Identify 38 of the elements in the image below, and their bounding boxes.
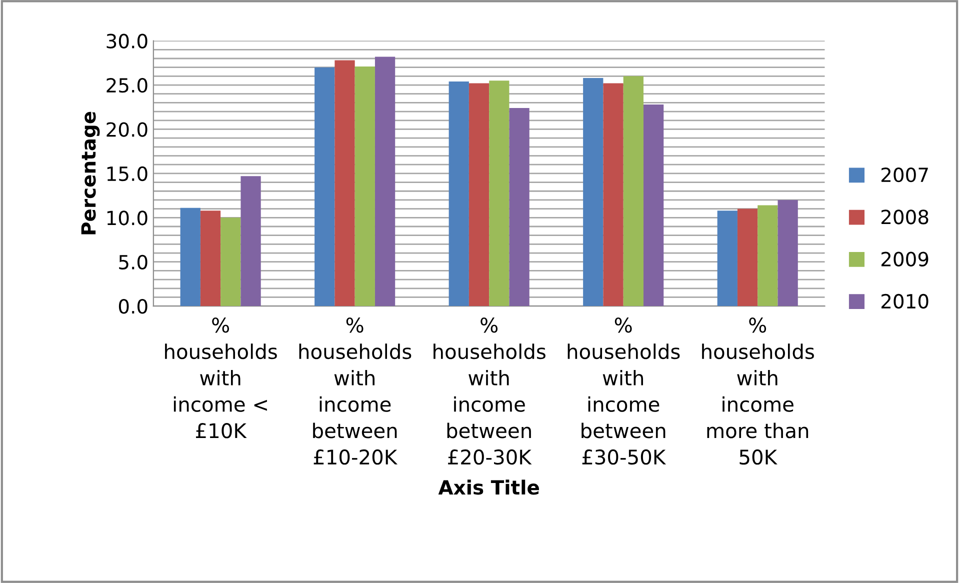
bar — [220, 218, 241, 306]
bar — [180, 208, 200, 306]
bar — [717, 210, 738, 306]
x-tick-label: % households with income between £30-50K — [568, 318, 680, 465]
y-tick-label: 20.0 — [106, 122, 148, 137]
bar — [643, 104, 664, 306]
x-tick-label: % households with income more than 50K — [702, 318, 814, 465]
legend-label: 2007 — [881, 167, 928, 182]
bar — [489, 80, 510, 306]
bar — [334, 60, 355, 306]
bar — [354, 66, 375, 306]
bar — [200, 210, 221, 306]
bar — [603, 83, 624, 306]
bar — [509, 108, 530, 306]
x-tick-label: % households with income < £10K — [165, 318, 277, 438]
x-axis-title: Axis Title — [438, 480, 539, 495]
legend-label: 2009 — [881, 252, 928, 266]
bar — [374, 56, 396, 306]
bar — [758, 205, 778, 306]
legend-label: 2008 — [881, 210, 928, 224]
y-tick-label: 25.0 — [106, 78, 148, 93]
y-tick-label: 0.0 — [118, 299, 148, 314]
y-tick-label: 10.0 — [107, 210, 148, 226]
x-tick-label: % households with income between £10-20K — [299, 318, 412, 465]
bar — [583, 78, 604, 306]
y-tick-label: 15.0 — [107, 166, 148, 182]
legend-label: 2010 — [881, 294, 928, 309]
bar — [778, 200, 798, 306]
x-tick-label: % households with income between £20-30K — [434, 318, 546, 465]
bar — [448, 81, 469, 306]
bar — [623, 76, 644, 306]
bar — [737, 208, 758, 306]
y-tick-label: 5.0 — [119, 254, 148, 270]
bar — [240, 176, 261, 306]
y-axis-title: Percentage — [81, 112, 100, 234]
y-tick-label: 30.0 — [106, 34, 148, 48]
bar — [468, 83, 490, 306]
bar — [314, 67, 335, 306]
